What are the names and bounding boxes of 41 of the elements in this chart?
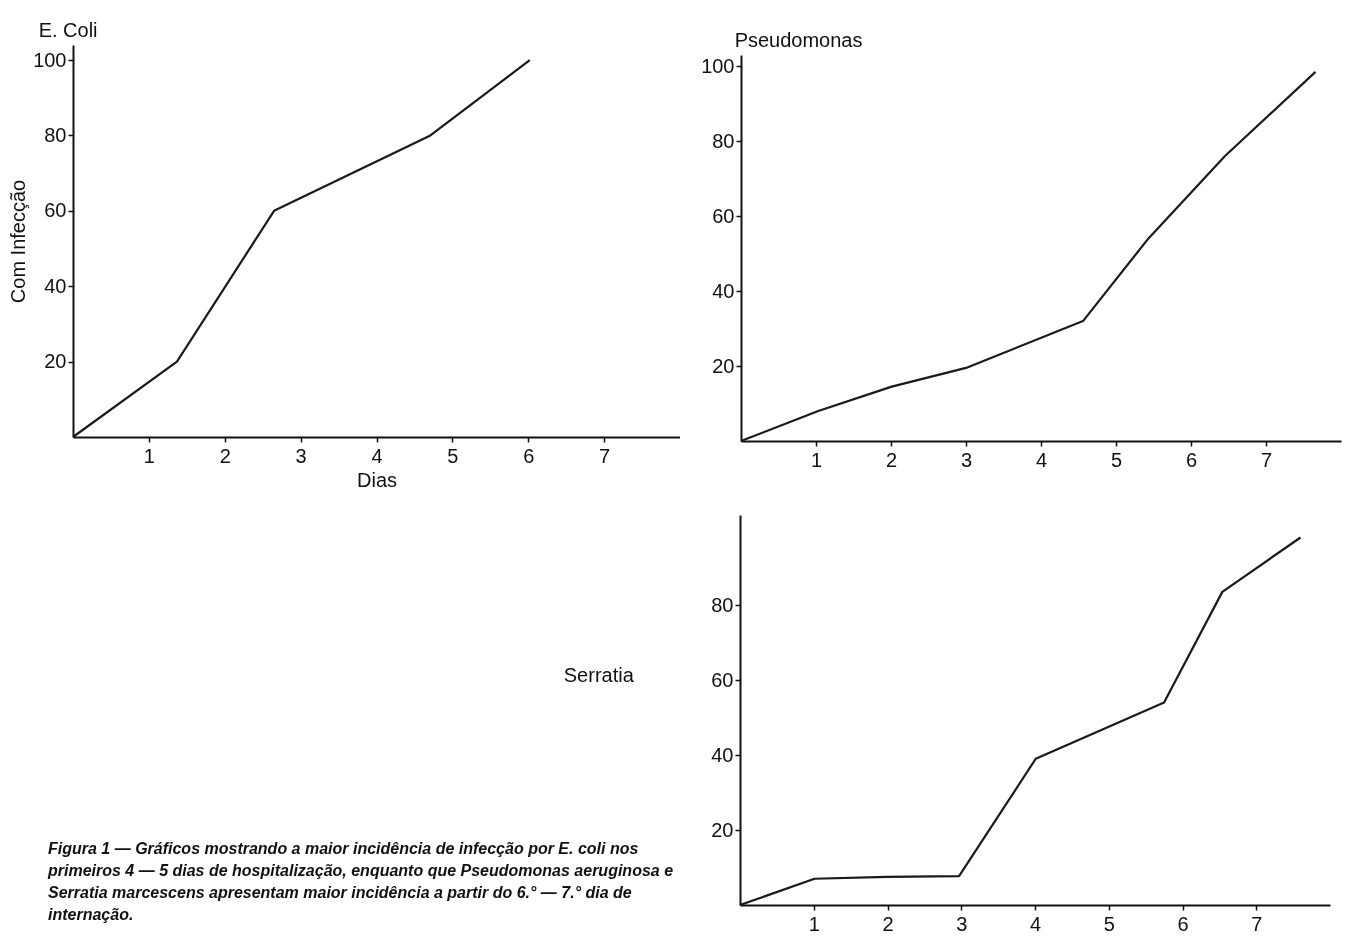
- y-tick-label: 40: [712, 279, 735, 302]
- text: Figura 1 — Gráficos mostrando a maior incidência de infecção por E. coli nos primeiros 4 — 5 dias de hospitalização, enquanto que Pseudomonas aeruginosa e Serratia marcescens apresentam maior incidência a partir do 6.° — 7.° dia de internação.: [48, 839, 675, 925]
- y-tick-label: 20: [711, 818, 734, 841]
- x-tick-label: 7: [1251, 912, 1263, 935]
- text: Serratia: [563, 664, 635, 686]
- x-tick-label: 1: [808, 912, 820, 935]
- x-tick-label: 7: [1260, 448, 1273, 471]
- x-tick-label: 3: [960, 448, 973, 471]
- x-tick-label: 4: [1035, 448, 1048, 471]
- x-tick-label: 5: [1103, 912, 1115, 935]
- x-tick-label: 1: [143, 444, 155, 467]
- y-axis-title: Com Infecção: [7, 179, 30, 304]
- x-tick-label: 2: [885, 448, 898, 471]
- x-tick-label: 5: [447, 444, 459, 467]
- x-tick-label: 4: [371, 444, 383, 467]
- x-tick-label: 3: [295, 444, 307, 467]
- chart-title: Pseudomonas: [734, 29, 863, 51]
- y-tick-label: 100: [33, 48, 67, 71]
- x-tick-label: 1: [810, 448, 823, 471]
- x-tick-label: 6: [1177, 912, 1189, 935]
- y-tick-label: 60: [711, 668, 734, 691]
- y-tick-label: 20: [44, 350, 67, 373]
- y-tick-label: 40: [711, 743, 734, 766]
- y-tick-label: 80: [44, 123, 67, 146]
- x-tick-label: 5: [1110, 448, 1123, 471]
- x-tick-label: 4: [1029, 912, 1042, 935]
- x-tick-label: 2: [219, 444, 231, 467]
- chart-title: E. Coli: [38, 19, 98, 41]
- y-tick-label: 60: [44, 199, 67, 222]
- y-tick-label: 40: [44, 274, 67, 297]
- y-tick-label: 80: [711, 593, 734, 616]
- x-tick-label: 2: [882, 912, 894, 935]
- x-tick-label: 7: [599, 444, 611, 467]
- y-tick-label: 80: [712, 129, 735, 152]
- x-tick-label: 3: [956, 912, 968, 935]
- x-tick-label: 6: [1185, 448, 1198, 471]
- y-tick-label: 100: [701, 54, 735, 77]
- x-axis-title: Dias: [356, 468, 398, 491]
- y-tick-label: 60: [712, 204, 735, 227]
- y-tick-label: 20: [712, 354, 735, 377]
- x-tick-label: 6: [523, 444, 535, 467]
